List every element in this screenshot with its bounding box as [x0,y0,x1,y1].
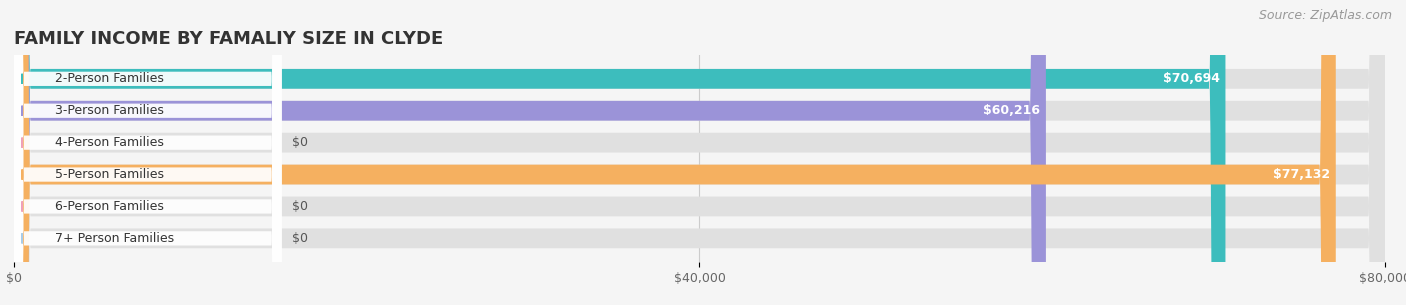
FancyBboxPatch shape [14,0,281,305]
Text: 4-Person Families: 4-Person Families [55,136,165,149]
Text: $0: $0 [292,232,308,245]
Text: 2-Person Families: 2-Person Families [55,72,165,85]
FancyBboxPatch shape [14,0,1385,305]
Text: 7+ Person Families: 7+ Person Families [55,232,174,245]
FancyBboxPatch shape [14,0,1385,305]
Text: 6-Person Families: 6-Person Families [55,200,165,213]
FancyBboxPatch shape [14,0,281,305]
FancyBboxPatch shape [14,0,1226,305]
FancyBboxPatch shape [14,0,1336,305]
Text: $70,694: $70,694 [1163,72,1220,85]
FancyBboxPatch shape [14,0,281,305]
FancyBboxPatch shape [14,0,1385,305]
Text: $60,216: $60,216 [983,104,1040,117]
Text: $0: $0 [292,136,308,149]
FancyBboxPatch shape [14,0,1385,305]
FancyBboxPatch shape [14,0,1046,305]
Text: FAMILY INCOME BY FAMALIY SIZE IN CLYDE: FAMILY INCOME BY FAMALIY SIZE IN CLYDE [14,30,443,48]
Text: Source: ZipAtlas.com: Source: ZipAtlas.com [1258,9,1392,22]
FancyBboxPatch shape [14,0,1385,305]
Text: 3-Person Families: 3-Person Families [55,104,165,117]
Text: 5-Person Families: 5-Person Families [55,168,165,181]
FancyBboxPatch shape [14,0,281,305]
FancyBboxPatch shape [14,0,281,305]
FancyBboxPatch shape [14,0,281,305]
FancyBboxPatch shape [14,0,1385,305]
Text: $77,132: $77,132 [1274,168,1330,181]
Text: $0: $0 [292,200,308,213]
